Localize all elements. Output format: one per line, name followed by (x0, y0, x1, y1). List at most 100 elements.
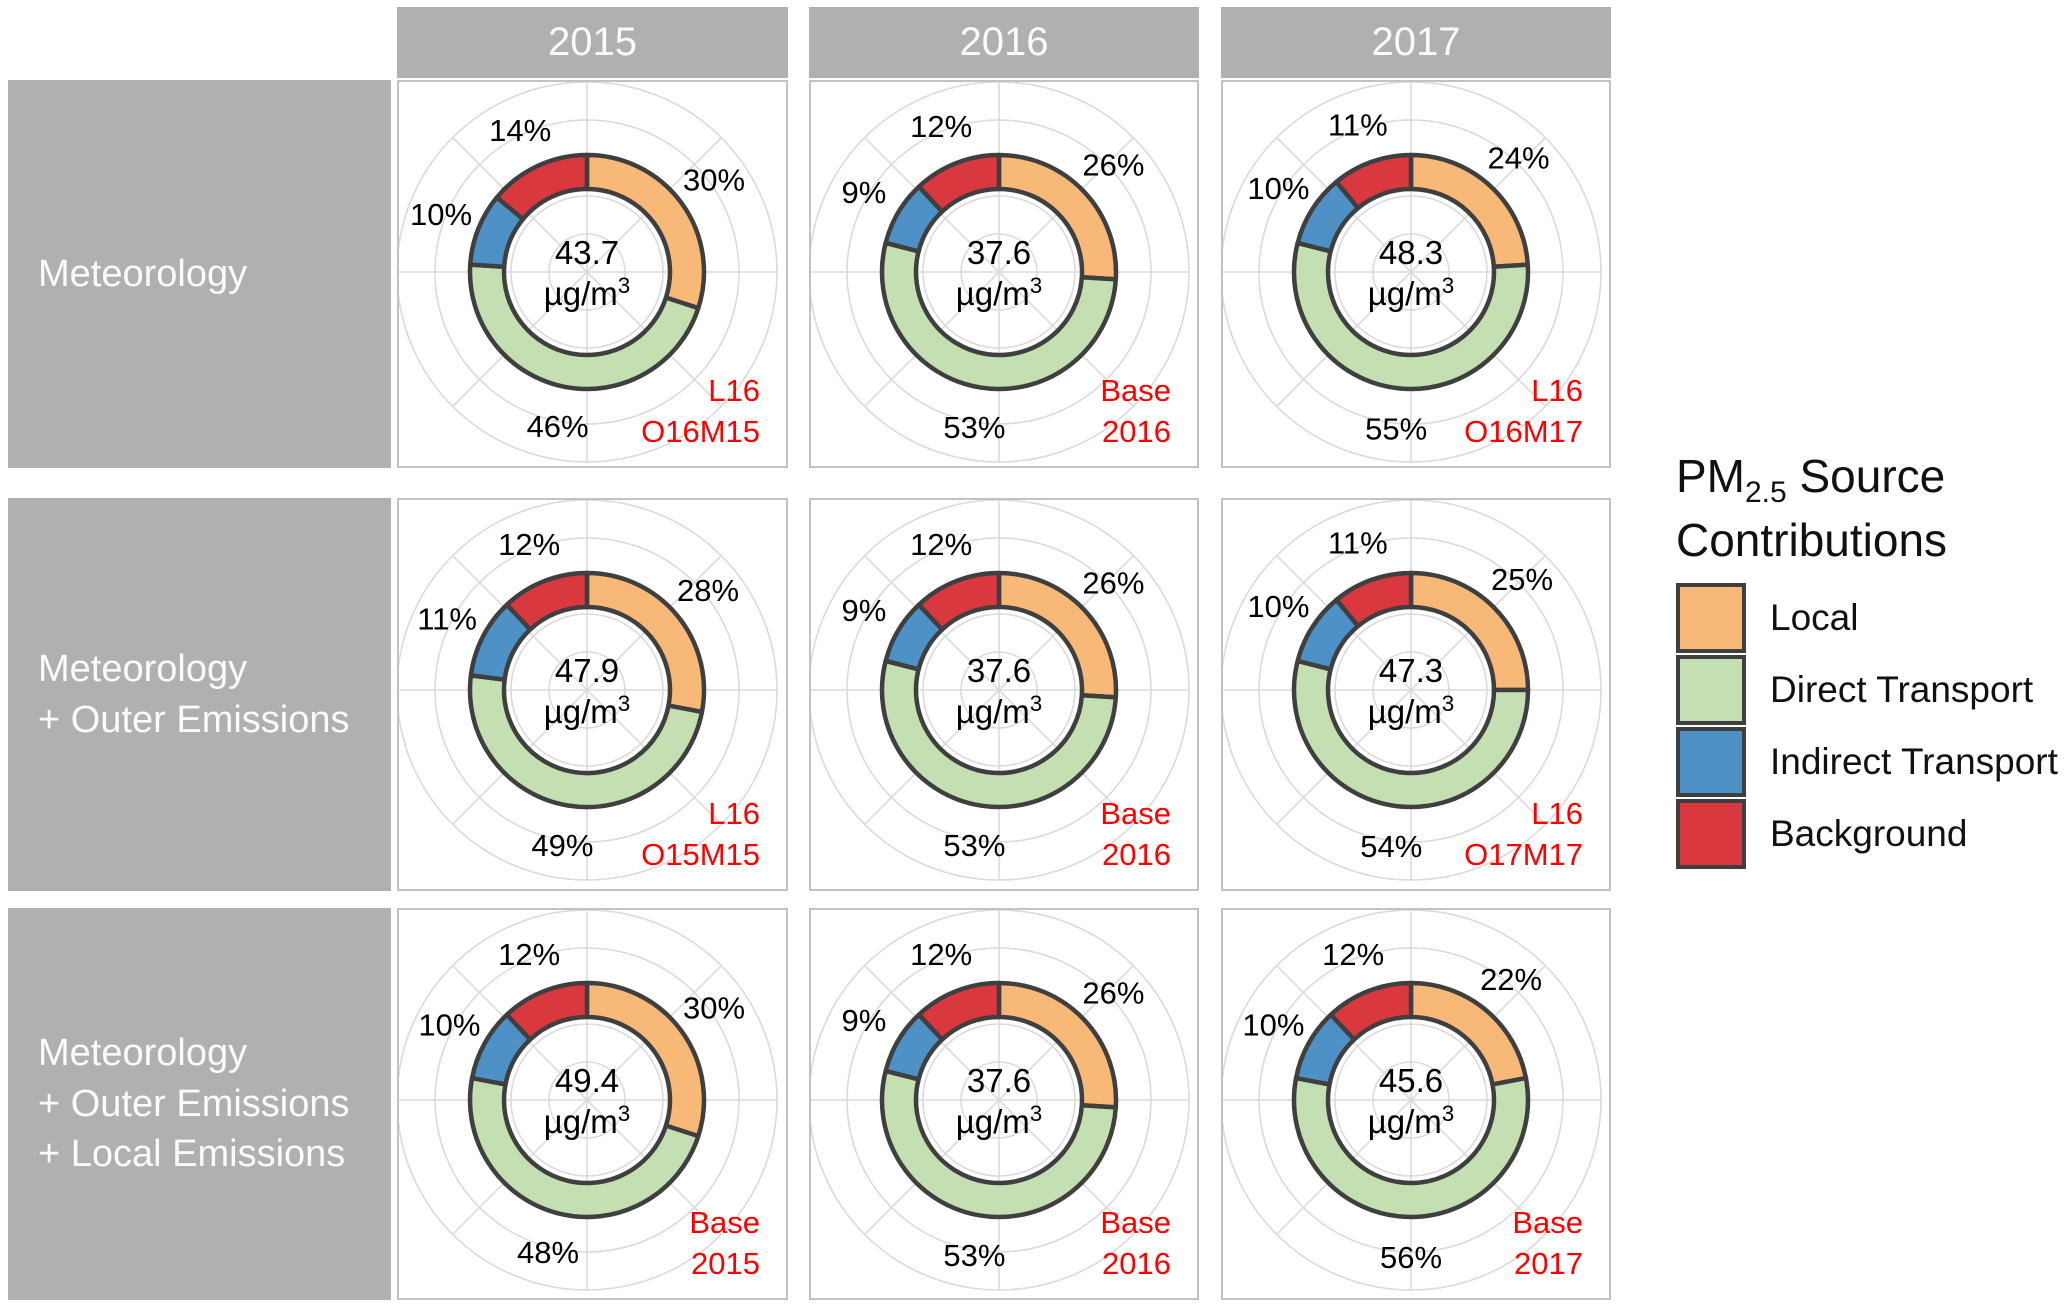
segment-percent-label-direct: 49% (531, 828, 593, 863)
facet-row-header-meteorology-outer: Meteorology + Outer Emissions (8, 498, 391, 891)
segment-percent-label-direct: 53% (943, 1238, 1005, 1273)
segment-percent-label-local: 30% (683, 991, 745, 1026)
donut-panel-2016-row3: 26% 53% 9% 12% 37.6 µg/m3 Base 2016 (809, 908, 1199, 1300)
scenario-annotation-line: L16 (708, 373, 760, 409)
donut-panel-2017-row1: 24% 55% 10% 11% 48.3 µg/m3 L16 O16M17 (1221, 80, 1611, 468)
legend-title-rest: Source (1786, 450, 1946, 502)
concentration-value: 37.6 (966, 1062, 1032, 1100)
legend-swatch-local (1676, 583, 1746, 653)
segment-percent-label-local: 26% (1082, 566, 1144, 601)
donut-chart: 28% 49% 11% 12% (399, 500, 778, 881)
scenario-annotation-line: 2015 (691, 1245, 760, 1281)
concentration-unit: µg/m3 (955, 273, 1043, 312)
concentration-unit: µg/m3 (1367, 1101, 1455, 1140)
facet-row-header-line: Meteorology (38, 252, 248, 295)
concentration-value: 47.9 (554, 652, 620, 690)
concentration-value: 43.7 (554, 234, 620, 272)
center-concentration-label: 45.6 µg/m3 (1368, 1062, 1455, 1142)
segment-percent-label-indirect: 11% (417, 602, 477, 637)
concentration-value: 45.6 (1378, 1062, 1444, 1100)
segment-percent-label-background: 11% (1328, 525, 1388, 560)
scenario-annotation-line: 2016 (1102, 413, 1171, 449)
legend-item-label: Local (1770, 597, 1859, 638)
segment-percent-label-indirect: 9% (841, 1003, 886, 1038)
segment-percent-label-background: 11% (1328, 107, 1388, 142)
donut-segment-background (504, 980, 590, 1042)
segment-percent-label-background: 12% (498, 937, 560, 972)
concentration-unit: µg/m3 (955, 691, 1043, 730)
scenario-annotation-line: O16M17 (1464, 413, 1583, 449)
scenario-annotation-line: Base (1100, 373, 1171, 409)
scenario-annotation-line: O17M17 (1464, 836, 1583, 872)
concentration-value: 49.4 (554, 1062, 620, 1100)
facet-col-header-2016: 2016 (809, 7, 1199, 78)
concentration-unit: µg/m3 (1367, 691, 1455, 730)
donut-segment-direct (879, 658, 1119, 810)
scenario-annotation: Base 2015 (689, 1203, 760, 1284)
donut-chart: 26% 53% 9% 12% (811, 82, 1190, 463)
scenario-annotation-line: 2016 (1102, 836, 1171, 872)
facet-row-header-meteorology: Meteorology (8, 80, 391, 468)
legend-item-label: Indirect Transport (1770, 741, 2058, 782)
scenario-annotation: Base 2017 (1512, 1203, 1583, 1284)
segment-percent-label-local: 26% (1082, 976, 1144, 1011)
concentration-value: 37.6 (966, 234, 1032, 272)
center-concentration-label: 49.4 µg/m3 (544, 1062, 631, 1142)
polar-gridline-spoke (864, 555, 1134, 825)
polar-gridline-spoke (1276, 965, 1546, 1235)
center-concentration-label: 43.7 µg/m3 (544, 234, 631, 314)
scenario-annotation-line: L16 (1531, 796, 1583, 832)
concentration-unit: µg/m3 (1367, 273, 1455, 312)
donut-panel-2015-row1: 30% 46% 10% 14% 43.7 µg/m3 L16 O16M15 (397, 80, 788, 468)
donut-chart: 24% 55% 10% 11% (1223, 82, 1602, 463)
donut-chart: 30% 48% 10% 12% (399, 910, 778, 1291)
center-concentration-label: 37.6 µg/m3 (956, 652, 1043, 732)
donut-chart: 26% 53% 9% 12% (811, 910, 1190, 1291)
segment-percent-label-direct: 53% (943, 828, 1005, 863)
donut-segment-background (1328, 980, 1414, 1042)
polar-gridline-spoke (452, 965, 722, 1235)
center-concentration-label: 37.6 µg/m3 (956, 1062, 1043, 1142)
segment-percent-label-indirect: 9% (841, 175, 886, 210)
polar-gridline-spoke (1276, 137, 1546, 407)
donut-segment-direct (467, 1075, 701, 1220)
scenario-annotation: L16 O17M17 (1464, 794, 1583, 875)
donut-chart: 25% 54% 10% 11% (1223, 500, 1602, 881)
legend-item-background: Background (1676, 799, 2058, 869)
polar-gridline-spoke (1276, 555, 1546, 825)
facet-row-header-line: + Outer Emissions (38, 1082, 350, 1125)
donut-panel-2017-row3: 22% 56% 10% 12% 45.6 µg/m3 Base 2017 (1221, 908, 1611, 1300)
segment-percent-label-indirect: 9% (841, 593, 886, 628)
donut-panel-2017-row2: 25% 54% 10% 11% 47.3 µg/m3 L16 O17M17 (1221, 498, 1611, 891)
concentration-unit: µg/m3 (543, 273, 631, 312)
segment-percent-label-direct: 55% (1365, 411, 1427, 446)
scenario-annotation-line: O16M15 (641, 413, 760, 449)
segment-percent-label-local: 26% (1082, 148, 1144, 183)
donut-segment-background (494, 152, 590, 222)
donut-segment-direct (1291, 240, 1531, 392)
segment-percent-label-background: 12% (910, 527, 972, 562)
scenario-annotation: Base 2016 (1100, 371, 1171, 452)
donut-segment-direct (879, 1068, 1119, 1220)
segment-percent-label-background: 14% (489, 113, 551, 148)
legend-item-label: Background (1770, 813, 1968, 854)
segment-percent-label-background: 12% (910, 109, 972, 144)
legend-title-line2: Contributions (1676, 513, 1948, 566)
legend-title-pm: PM (1676, 450, 1745, 502)
segment-percent-label-indirect: 10% (1242, 1007, 1304, 1042)
center-concentration-label: 37.6 µg/m3 (956, 234, 1043, 314)
donut-panel-2015-row3: 30% 48% 10% 12% 49.4 µg/m3 Base 2015 (397, 908, 788, 1300)
scenario-annotation-line: 2016 (1102, 1245, 1171, 1281)
donut-chart: 26% 53% 9% 12% (811, 500, 1190, 881)
donut-panel-2016-row1: 26% 53% 9% 12% 37.6 µg/m3 Base 2016 (809, 80, 1199, 468)
center-concentration-label: 47.3 µg/m3 (1368, 652, 1455, 732)
segment-percent-label-indirect: 10% (1247, 171, 1309, 206)
legend-title: PM2.5 Source Contributions (1676, 448, 1947, 568)
concentration-value: 48.3 (1378, 234, 1444, 272)
scenario-annotation-line: Base (689, 1205, 760, 1241)
segment-percent-label-direct: 48% (517, 1235, 579, 1270)
center-concentration-label: 48.3 µg/m3 (1368, 234, 1455, 314)
donut-segment-background (916, 570, 1002, 632)
segment-percent-label-background: 12% (1322, 937, 1384, 972)
legend-swatch-indirect-transport (1676, 727, 1746, 797)
